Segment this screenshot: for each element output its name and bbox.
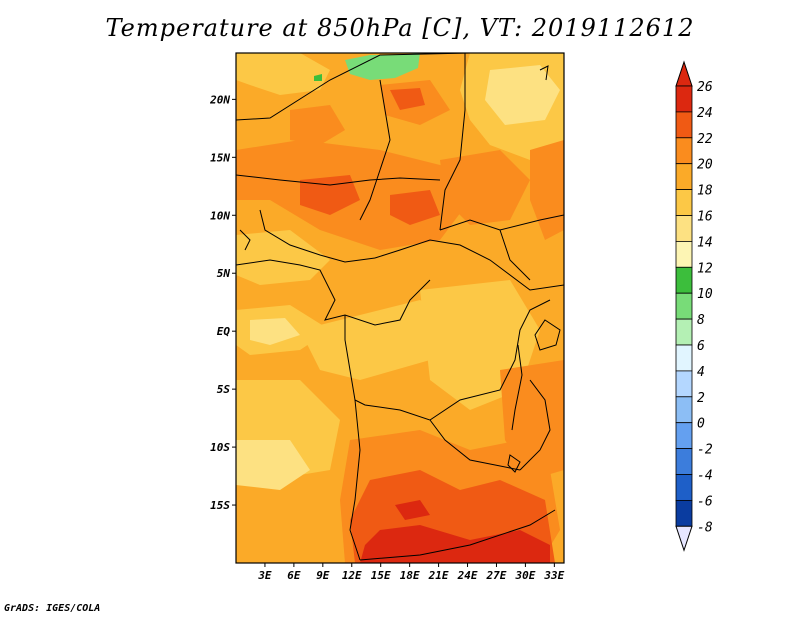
lon-tick-label: 18E — [400, 569, 420, 582]
lon-tick-label: 30E — [514, 569, 535, 582]
contour-22-east — [530, 140, 564, 240]
lat-tick-label: EQ — [217, 325, 231, 338]
contour-16-gulf — [250, 318, 300, 345]
contour-22-sudan — [440, 150, 530, 225]
colorbar-label: 22 — [697, 132, 713, 147]
colorbar-label: -6 — [697, 494, 713, 509]
contour-10-spot — [314, 74, 322, 81]
colorbar-label: 14 — [697, 235, 713, 250]
colorbar-swatch — [675, 370, 693, 398]
contour-26-core — [395, 500, 430, 520]
colorbar-label: -2 — [697, 443, 713, 458]
lon-tick-label: 12E — [342, 569, 362, 582]
colorbar-swatch — [675, 163, 693, 190]
colorbar-label: 4 — [697, 365, 705, 380]
colorbar-label: 16 — [697, 210, 713, 225]
temperature-field — [236, 53, 564, 563]
colorbar-swatch — [675, 318, 693, 346]
lon-tick-label: 24E — [457, 569, 478, 582]
contour-22-sahara-a — [290, 105, 345, 145]
colorbar-swatch — [675, 189, 693, 216]
colorbar-swatch — [675, 240, 693, 268]
map-frame — [235, 52, 565, 564]
lat-tick-label: 5S — [217, 383, 231, 396]
contour-18-north — [236, 53, 330, 95]
colorbar-label: 10 — [697, 287, 713, 302]
colorbar-bottom-arrow — [675, 525, 693, 552]
lat-tick-label: 10N — [210, 209, 230, 222]
contour-24-sahara — [390, 88, 425, 110]
contour-12-north — [345, 53, 420, 80]
grads-credit: GrADS: IGES/COLA — [4, 603, 101, 614]
lat-tick-label: 15S — [210, 499, 230, 512]
longitude-axis: 3E 6E 9E 12E 15E 18E 21E 24E 27E 30E 33E — [257, 563, 565, 582]
colorbar-swatch — [675, 474, 693, 501]
colorbar-swatch — [675, 448, 693, 475]
colorbar-swatch — [675, 499, 693, 527]
contour-18-west — [236, 230, 330, 285]
lon-tick-label: 27E — [486, 569, 507, 582]
colorbar-swatch — [675, 396, 693, 424]
colorbar-label: -4 — [697, 469, 713, 484]
contour-18-congo — [300, 300, 450, 380]
lon-tick-label: 33E — [543, 569, 564, 582]
colorbar-label: 8 — [697, 313, 705, 328]
colorbar-swatch — [675, 215, 693, 242]
lon-tick-label: 3E — [257, 569, 272, 582]
colorbar-label: -8 — [697, 520, 713, 535]
colorbar-swatch — [675, 266, 693, 294]
lat-tick-label: 15N — [210, 151, 230, 164]
colorbar-swatch — [675, 85, 693, 113]
lon-tick-label: 9E — [316, 569, 330, 582]
colorbar-label: 0 — [697, 417, 705, 432]
contour-24-chad — [390, 190, 440, 225]
colorbar-top-arrow — [675, 60, 693, 87]
colorbar-label: 2 — [697, 391, 705, 406]
latitude-axis: 20N 15N 10N 5N EQ 5S 10S 15S — [209, 93, 236, 512]
colorbar-label: 24 — [697, 106, 713, 121]
colorbar-swatch — [675, 292, 693, 320]
colorbar-swatch — [675, 111, 693, 139]
contour-16-atlantic — [236, 440, 310, 490]
lon-tick-label: 6E — [287, 569, 301, 582]
lat-tick-label: 5N — [217, 267, 231, 280]
lon-tick-label: 15E — [371, 569, 391, 582]
lon-tick-label: 21E — [428, 569, 449, 582]
colorbar-swatch — [675, 422, 693, 450]
colorbar-label: 6 — [697, 339, 705, 354]
colorbar-swatch — [675, 344, 693, 372]
colorbar-label: 18 — [697, 184, 713, 199]
lat-tick-label: 20N — [209, 93, 230, 106]
chart-title: Temperature at 850hPa [C], VT: 201911261… — [105, 14, 695, 42]
colorbar-label: 20 — [697, 158, 713, 173]
colorbar-swatch — [675, 137, 693, 165]
lat-tick-label: 10S — [210, 441, 230, 454]
country-borders — [236, 53, 564, 561]
contour-24-niger — [300, 175, 360, 215]
colorbar-label: 26 — [697, 80, 713, 95]
contour-16-northeast — [485, 65, 560, 125]
colorbar-label: 12 — [697, 261, 713, 276]
